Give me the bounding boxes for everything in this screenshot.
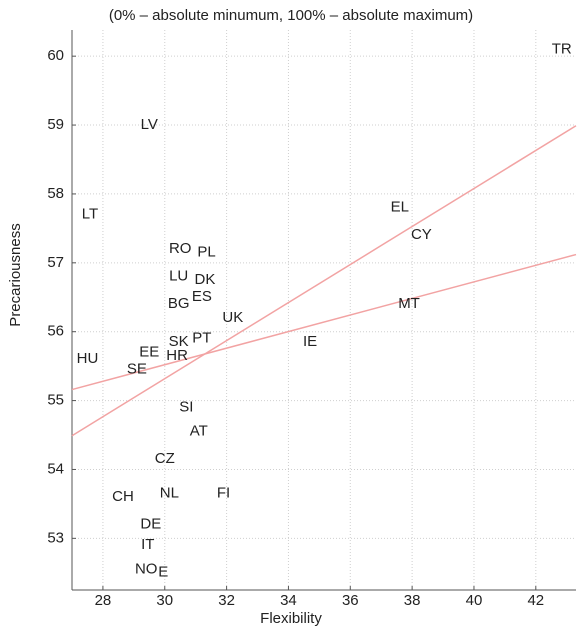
x-tick-label: 38 xyxy=(404,592,421,609)
point-label: IE xyxy=(303,333,317,350)
point-label: SK xyxy=(169,333,189,350)
point-label: NO xyxy=(135,560,158,577)
point-label: TR xyxy=(552,40,572,57)
point-label: CY xyxy=(411,226,432,243)
y-tick-label: 59 xyxy=(47,116,64,133)
point-label: IT xyxy=(141,536,154,553)
chart-title: (0% – absolute minumum, 100% – absolute … xyxy=(109,7,473,24)
point-label: PT xyxy=(192,330,211,347)
x-tick-label: 30 xyxy=(156,592,173,609)
y-tick-label: 56 xyxy=(47,323,64,340)
x-tick-label: 40 xyxy=(466,592,483,609)
point-label: NL xyxy=(160,485,179,502)
x-tick-label: 34 xyxy=(280,592,297,609)
x-tick-label: 28 xyxy=(95,592,112,609)
point-label: DE xyxy=(140,516,161,533)
x-tick-label: 32 xyxy=(218,592,235,609)
y-tick-label: 60 xyxy=(47,47,64,64)
point-label: FI xyxy=(217,485,230,502)
x-tick-label: 36 xyxy=(342,592,359,609)
point-label: ES xyxy=(192,288,212,305)
y-axis-label: Precariousness xyxy=(7,223,24,326)
y-tick-label: 53 xyxy=(47,529,64,546)
point-label: PL xyxy=(197,243,215,260)
point-label: MT xyxy=(398,295,420,312)
point-label: SE xyxy=(127,361,147,378)
y-tick-label: 54 xyxy=(47,460,64,477)
point-label: EE xyxy=(139,343,159,360)
point-label: UK xyxy=(222,309,243,326)
point-label: LU xyxy=(169,268,188,285)
y-tick-label: 55 xyxy=(47,392,64,409)
point-label: BG xyxy=(168,295,190,312)
trend-line xyxy=(71,253,577,391)
trend-line xyxy=(71,125,577,437)
point-label: E xyxy=(158,564,168,581)
x-tick-label: 42 xyxy=(527,592,544,609)
point-label: EL xyxy=(391,199,409,216)
point-label: AT xyxy=(190,423,208,440)
point-label: LV xyxy=(141,116,158,133)
point-label: DK xyxy=(195,271,216,288)
point-label: CH xyxy=(112,488,134,505)
point-label: LT xyxy=(82,206,98,223)
point-label: HU xyxy=(77,350,99,367)
y-tick-label: 57 xyxy=(47,254,64,271)
point-label: CZ xyxy=(155,450,175,467)
point-label: SI xyxy=(179,398,193,415)
point-label: HR xyxy=(166,347,188,364)
point-label: RO xyxy=(169,240,192,257)
y-tick-label: 58 xyxy=(47,185,64,202)
x-axis-label: Flexibility xyxy=(260,610,322,627)
